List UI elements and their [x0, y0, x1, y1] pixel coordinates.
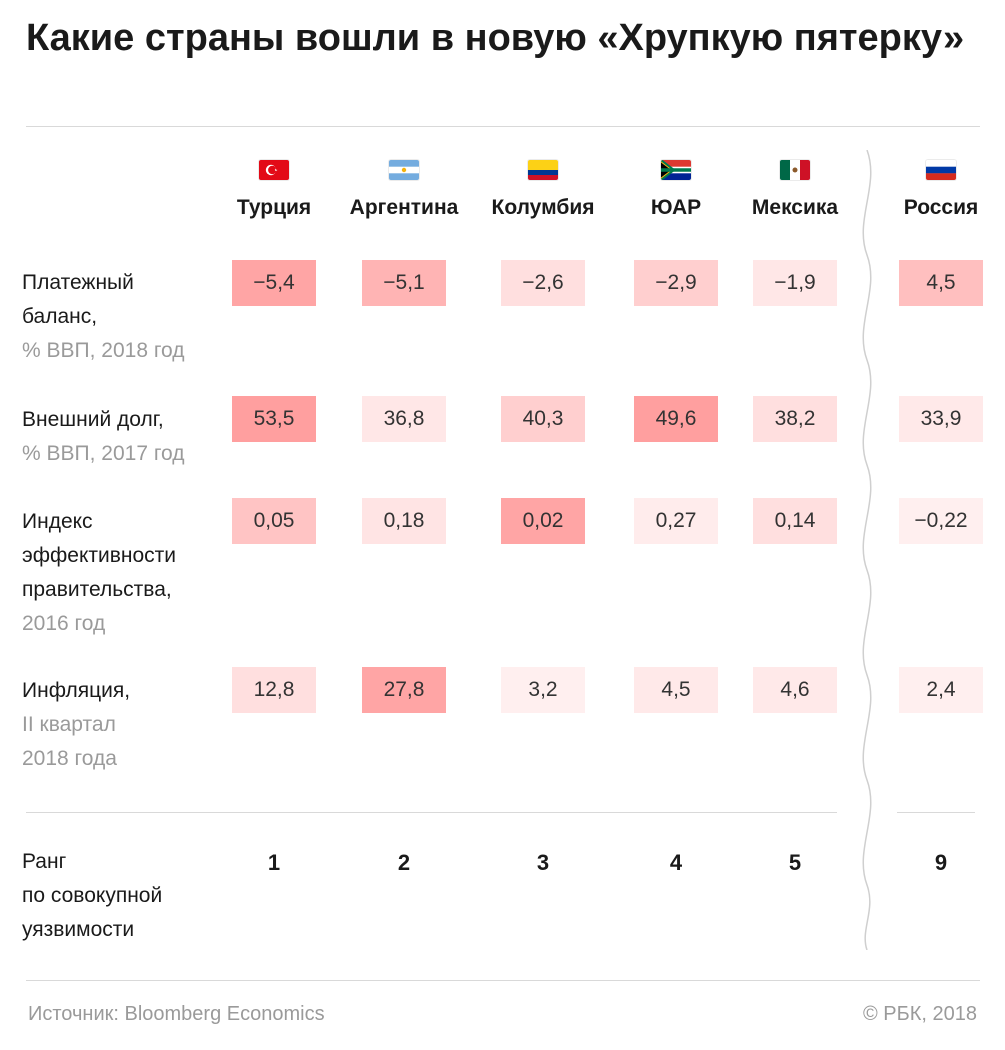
- table-cell: −1,9: [753, 260, 837, 306]
- row-label-line: правительства,: [22, 578, 172, 601]
- row-label-line: Инфляция,: [22, 679, 131, 702]
- row-label: Инфляция, II квартал 2018 года: [22, 674, 222, 776]
- table-cell: 2,4: [899, 667, 983, 713]
- table-cell: 36,8: [362, 396, 446, 442]
- row-sublabel-line: 2018 года: [22, 747, 117, 770]
- rank-value: 5: [788, 850, 802, 875]
- table-cell: −2,9: [634, 260, 718, 306]
- country-name: Россия: [903, 196, 979, 219]
- country-name: Турция: [236, 196, 312, 219]
- table-cell: 53,5: [232, 396, 316, 442]
- turkey-flag-icon: [259, 160, 289, 180]
- country-name: Колумбия: [491, 196, 595, 219]
- table-cell: −5,1: [362, 260, 446, 306]
- table-cell: −5,4: [232, 260, 316, 306]
- row-label-line: Платежный: [22, 271, 134, 294]
- mexico-flag-icon: [780, 160, 810, 180]
- row-label-line: баланс,: [22, 305, 98, 328]
- top-divider: [26, 126, 980, 127]
- rank-value: 1: [267, 850, 281, 875]
- row-label-line: Индекс: [22, 510, 93, 533]
- row-sublabel-line: 2016 год: [22, 612, 106, 635]
- bottom-divider: [26, 980, 980, 981]
- russia-separator: [862, 150, 872, 950]
- rank-label-line: Ранг: [22, 850, 67, 873]
- source-note: Источник: Bloomberg Economics: [28, 1003, 325, 1025]
- copyright: © РБК, 2018: [862, 1003, 977, 1025]
- rank-label: Ранг по совокупной уязвимости: [22, 845, 222, 947]
- country-name: ЮАР: [650, 196, 702, 219]
- row-label: Индекс эффективности правительства, 2016 го…: [22, 505, 222, 641]
- rank-value: 2: [397, 850, 411, 875]
- table-cell: 0,18: [362, 498, 446, 544]
- table-cell: 38,2: [753, 396, 837, 442]
- table-cell: 0,27: [634, 498, 718, 544]
- rank-value: 4: [669, 850, 683, 875]
- south-africa-flag-icon: [661, 160, 691, 180]
- russia-flag-icon: [926, 160, 956, 180]
- table-cell: 4,5: [634, 667, 718, 713]
- table-cell: 0,14: [753, 498, 837, 544]
- table-cell: 0,05: [232, 498, 316, 544]
- table-cell: 40,3: [501, 396, 585, 442]
- country-name: Аргентина: [349, 196, 459, 219]
- rank-divider: [26, 812, 837, 813]
- table-cell: 4,6: [753, 667, 837, 713]
- table-cell: 27,8: [362, 667, 446, 713]
- table-cell: 49,6: [634, 396, 718, 442]
- table-cell: 4,5: [899, 260, 983, 306]
- row-label-line: Внешний долг,: [22, 408, 164, 431]
- table-cell: 0,02: [501, 498, 585, 544]
- rank-divider-russia: [897, 812, 975, 813]
- argentina-flag-icon: [389, 160, 419, 180]
- table-cell: 12,8: [232, 667, 316, 713]
- table-cell: −2,6: [501, 260, 585, 306]
- table-cell: 33,9: [899, 396, 983, 442]
- chart-title: Какие страны вошли в новую «Хрупкую пяте…: [26, 17, 965, 59]
- row-label: Внешний долг, % ВВП, 2017 год: [22, 403, 222, 471]
- row-sublabel-line: % ВВП, 2018 год: [22, 339, 185, 362]
- table-cell: −0,22: [899, 498, 983, 544]
- rank-value: 3: [536, 850, 550, 875]
- row-label: Платежный баланс, % ВВП, 2018 год: [22, 266, 222, 368]
- rank-label-line: уязвимости: [22, 918, 135, 941]
- country-name: Мексика: [751, 196, 839, 219]
- row-label-line: эффективности: [22, 544, 177, 567]
- row-sublabel-line: II квартал: [22, 713, 116, 736]
- rank-label-line: по совокупной: [22, 884, 163, 907]
- colombia-flag-icon: [528, 160, 558, 180]
- rank-value: 9: [934, 850, 948, 875]
- table-cell: 3,2: [501, 667, 585, 713]
- row-sublabel-line: % ВВП, 2017 год: [22, 442, 185, 465]
